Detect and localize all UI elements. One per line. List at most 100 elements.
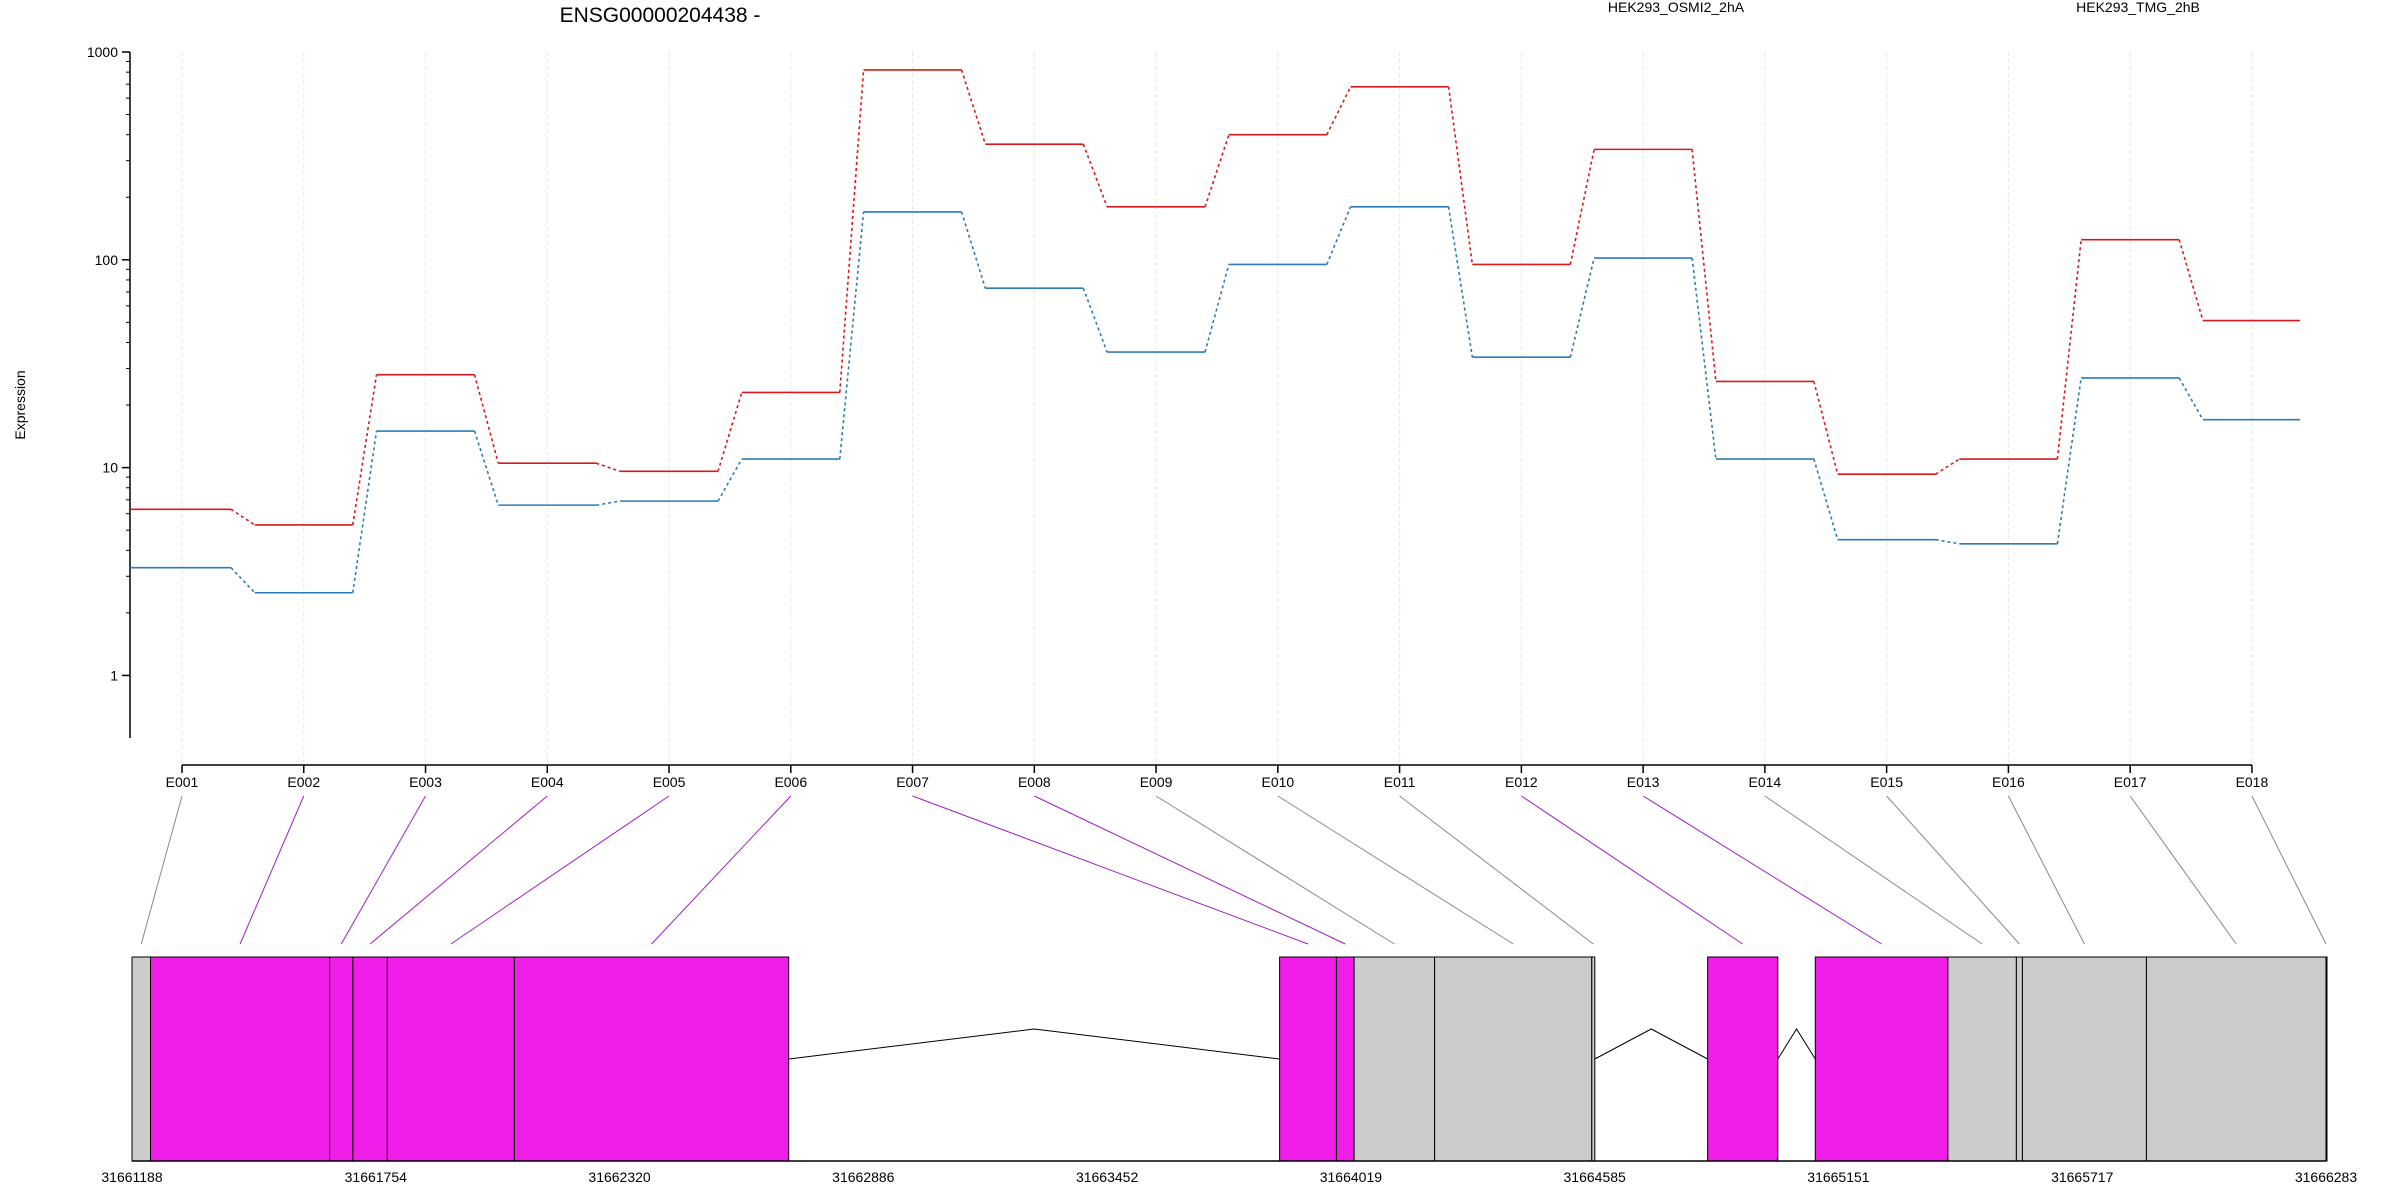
x-tick-label: E004 bbox=[531, 774, 564, 790]
coord-label: 31665151 bbox=[1807, 1169, 1870, 1185]
exon-connector bbox=[340, 795, 426, 945]
series-transition bbox=[351, 374, 378, 526]
x-tick-label: E003 bbox=[409, 774, 442, 790]
grid-lines bbox=[181, 52, 2253, 763]
y-tick-label: 100 bbox=[95, 252, 119, 268]
x-tick-label: E005 bbox=[653, 774, 686, 790]
exon-box bbox=[131, 956, 152, 1162]
y-tick-label: 1000 bbox=[87, 44, 118, 60]
coord-label: 31664019 bbox=[1320, 1169, 1383, 1185]
coord-label: 31663452 bbox=[1076, 1169, 1139, 1185]
exon-box bbox=[1434, 956, 1593, 1162]
exon-box bbox=[1707, 956, 1779, 1162]
exon-connector bbox=[140, 795, 183, 945]
series-transition bbox=[473, 374, 500, 464]
series-transition bbox=[1813, 458, 1839, 540]
gene-model bbox=[131, 956, 2328, 1162]
coord-label: 31665717 bbox=[2051, 1169, 2114, 1185]
exon-connector bbox=[369, 795, 548, 945]
exon-box bbox=[1591, 956, 1596, 1162]
series-transition bbox=[1935, 538, 1960, 545]
series-transition bbox=[1935, 458, 1960, 475]
series-transition bbox=[1082, 287, 1108, 353]
x-tick-label: E018 bbox=[2236, 774, 2269, 790]
series-transition bbox=[2056, 239, 2082, 460]
coord-label: 31664585 bbox=[1564, 1169, 1627, 1185]
series-transition bbox=[596, 500, 621, 506]
series-transition bbox=[1326, 206, 1352, 265]
x-tick-label: E012 bbox=[1505, 774, 1538, 790]
x-tick-label: E016 bbox=[1992, 774, 2025, 790]
coord-label: 31661188 bbox=[101, 1169, 162, 1185]
series-transition bbox=[1813, 381, 1839, 475]
series-transition bbox=[839, 211, 865, 460]
series-transition bbox=[2056, 377, 2082, 544]
x-tick-label: E008 bbox=[1018, 774, 1051, 790]
exon-box bbox=[386, 956, 515, 1162]
coord-label: 31662320 bbox=[588, 1169, 651, 1185]
series-transition bbox=[2178, 377, 2204, 421]
series-transition bbox=[230, 508, 256, 526]
x-tick-label: E006 bbox=[774, 774, 807, 790]
exon-connector bbox=[651, 795, 792, 945]
series-transition bbox=[717, 392, 743, 472]
chart-title: ENSG00000204438 - bbox=[560, 4, 761, 27]
exon-connector bbox=[1642, 795, 1882, 945]
x-tick-label: E011 bbox=[1384, 774, 1416, 790]
coord-label: 31662886 bbox=[832, 1169, 895, 1185]
exon-connector bbox=[1764, 795, 1983, 945]
exon-connector bbox=[2251, 795, 2327, 945]
series-transition bbox=[839, 69, 865, 393]
exon-box bbox=[1353, 956, 1436, 1162]
legend-series-a: HEK293_OSMI2_2hA bbox=[1608, 0, 1745, 15]
intron-line bbox=[788, 1028, 1280, 1060]
series-transition bbox=[1204, 134, 1230, 208]
y-axis-label: Expression bbox=[12, 370, 28, 439]
y-tick-label: 1 bbox=[110, 667, 118, 683]
series-transition bbox=[960, 211, 987, 289]
series-transition bbox=[960, 69, 987, 145]
exon-connector bbox=[239, 795, 305, 945]
series-transition bbox=[1691, 257, 1717, 460]
series-group bbox=[130, 69, 2300, 526]
exon-connector bbox=[2129, 795, 2237, 945]
y-tick-label: 10 bbox=[102, 460, 118, 476]
genomic-coordinate-axis: 31661188 31661754 31662320 31662886 31663452… bbox=[101, 1160, 2358, 1185]
exon-connector bbox=[912, 795, 1309, 945]
intron-line bbox=[1777, 1028, 1816, 1060]
exon-connector bbox=[2007, 795, 2085, 945]
exon-connector bbox=[1521, 795, 1744, 945]
series-lines bbox=[130, 69, 2300, 594]
series-transition bbox=[230, 567, 256, 594]
exon-box bbox=[1814, 956, 1949, 1162]
series-transition bbox=[1204, 264, 1230, 353]
x-axis: E001 E002 E003 E004 E005 E006 E007 E008 E009 E010… bbox=[166, 764, 2269, 790]
legend-series-b: HEK293_TMG_2hB bbox=[2076, 0, 2200, 15]
x-tick-label: E014 bbox=[1749, 774, 1782, 790]
x-tick-label: E009 bbox=[1140, 774, 1173, 790]
x-tick-label: E007 bbox=[896, 774, 929, 790]
series-transition bbox=[1569, 257, 1595, 358]
exon-connector bbox=[1034, 795, 1346, 945]
exon-connector bbox=[1399, 795, 1594, 945]
exon-box bbox=[2145, 956, 2327, 1162]
exon-box bbox=[352, 956, 388, 1162]
exon-box bbox=[2325, 956, 2328, 1162]
x-tick-label: E013 bbox=[1627, 774, 1660, 790]
series-transition bbox=[473, 430, 500, 506]
series-transition bbox=[1447, 206, 1474, 358]
exon-box bbox=[2015, 956, 2023, 1162]
exon-box bbox=[1947, 956, 2017, 1162]
series-transition bbox=[596, 462, 621, 473]
x-tick-label: E002 bbox=[287, 774, 320, 790]
series-transition bbox=[2178, 239, 2204, 321]
series-transition bbox=[1326, 86, 1352, 136]
x-tick-label: E010 bbox=[1261, 774, 1294, 790]
exon-box bbox=[1279, 956, 1337, 1162]
coord-label: 31666283 bbox=[2295, 1169, 2358, 1185]
x-tick-label: E015 bbox=[1870, 774, 1903, 790]
series-transition bbox=[351, 430, 378, 593]
series-transition bbox=[1569, 149, 1595, 265]
exon-box bbox=[150, 956, 331, 1162]
